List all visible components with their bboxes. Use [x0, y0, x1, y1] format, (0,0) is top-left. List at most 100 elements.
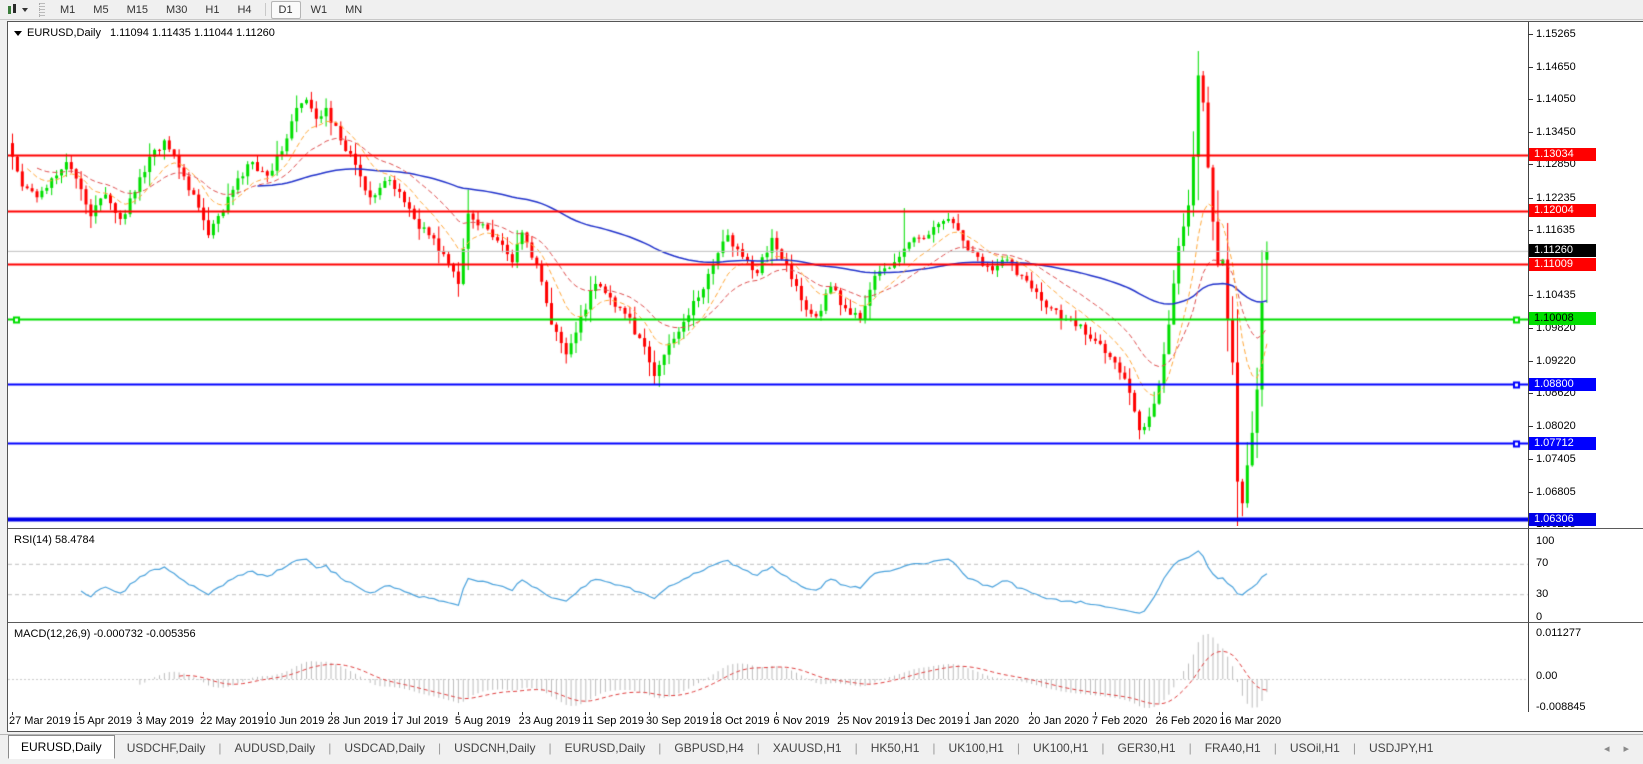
chart-tab-xauusd-h1[interactable]: XAUUSD,H1 [772, 741, 842, 755]
chart-title: EURUSD,Daily 1.11094 1.11435 1.11044 1.1… [14, 27, 275, 39]
date-tick [1094, 712, 1096, 715]
date-tick-label: 30 Sep 2019 [646, 715, 709, 727]
level-price-label: 1.06306 [1529, 512, 1596, 526]
chart-tab-bar: EURUSD,Daily USDCHF,Daily | AUDUSD,Daily | US… [0, 734, 1643, 761]
tab-separator: | [328, 741, 332, 755]
date-tick-label: 18 Oct 2019 [709, 715, 770, 727]
price-chart-canvas[interactable] [8, 24, 1528, 526]
date-tick [585, 712, 587, 715]
tab-scroll-arrows: ◂ ▸ [1604, 742, 1629, 755]
chart-tab-eurusd-daily[interactable]: EURUSD,Daily [8, 735, 115, 759]
price-tick-label: 1.14050 [1536, 93, 1576, 106]
current-price-label: 1.11260 [1529, 244, 1596, 258]
level-price-label: 1.11009 [1529, 257, 1596, 271]
chart-tab-audusd-daily[interactable]: AUDUSD,Daily [234, 741, 316, 755]
timeframe-button-mn[interactable]: MN [345, 3, 363, 16]
timeframe-button-w1[interactable]: W1 [310, 3, 328, 16]
tab-separator: | [1352, 741, 1356, 755]
macd-canvas[interactable] [8, 624, 1528, 711]
date-tick [840, 712, 842, 715]
toolbar-separator [264, 3, 266, 16]
price-tick-label: 1.13450 [1536, 125, 1576, 138]
date-tick-label: 22 May 2019 [200, 715, 264, 727]
level-price-label: 1.12004 [1529, 204, 1596, 218]
date-tick [903, 712, 905, 715]
chart-tab-ger30-h1[interactable]: GER30,H1 [1117, 741, 1176, 755]
date-tick [266, 712, 268, 715]
tab-separator: | [658, 741, 662, 755]
price-tick-label: 1.14650 [1536, 60, 1576, 73]
chart-tab-usoil-h1[interactable]: USOil,H1 [1289, 741, 1340, 755]
date-tick-label: 17 Jul 2019 [391, 715, 449, 727]
rsi-canvas[interactable] [8, 531, 1528, 620]
rsi-indicator-label: RSI(14) 58.4784 [14, 534, 95, 546]
price-tick [1528, 425, 1533, 427]
price-tick-label: 1.08020 [1536, 419, 1576, 432]
timeframe-button-h1[interactable]: H1 [205, 3, 220, 16]
chart-tab-usdcnh-daily[interactable]: USDCNH,Daily [454, 741, 536, 755]
rsi-axis-label: 30 [1536, 587, 1549, 600]
chart-tab-hk50-h1[interactable]: HK50,H1 [870, 741, 920, 755]
date-axis: 27 Mar 2019 15 Apr 2019 3 May 2019 22 May 2… [8, 712, 1643, 731]
date-tick-label: 13 Dec 2019 [900, 715, 964, 727]
level-price-label: 1.07712 [1529, 436, 1596, 450]
macd-axis-label: 0.011277 [1536, 627, 1582, 639]
timeframe-button-m15[interactable]: M15 [126, 3, 148, 16]
tab-separator: | [1101, 741, 1105, 755]
pane-splitter-macd[interactable] [8, 622, 1643, 623]
price-tick-label: 1.10435 [1536, 289, 1576, 302]
price-tick-label: 1.09820 [1536, 322, 1576, 335]
tab-separator: | [1273, 741, 1277, 755]
price-tick-label: 1.09220 [1536, 354, 1576, 367]
chart-tab-uk100-h1[interactable]: UK100,H1 [948, 741, 1004, 755]
timeframe-button-h4[interactable]: H4 [237, 3, 252, 16]
timeframe-button-m5[interactable]: M5 [93, 3, 109, 16]
chart-tab-gbpusd-h4[interactable]: GBPUSD,H4 [674, 741, 744, 755]
date-tick [521, 712, 523, 715]
date-tick-label: 7 Feb 2020 [1091, 715, 1148, 727]
date-tick [457, 712, 459, 715]
chart-tab-usdchf-daily[interactable]: USDCHF,Daily [126, 741, 206, 755]
tab-scroll-left-icon[interactable]: ◂ [1603, 742, 1610, 755]
collapse-triangle-icon[interactable] [14, 30, 22, 36]
tab-separator: | [756, 741, 760, 755]
level-price-label: 1.10008 [1529, 312, 1596, 326]
chart-type-dropdown-button[interactable] [4, 3, 31, 17]
price-tick [1528, 66, 1533, 68]
date-tick [203, 712, 205, 715]
chart-tab-usdcad-daily[interactable]: USDCAD,Daily [344, 741, 425, 755]
tab-separator: | [1016, 741, 1021, 755]
price-tick [1528, 131, 1533, 133]
tab-scroll-right-icon[interactable]: ▸ [1623, 742, 1629, 755]
date-tick [967, 712, 969, 715]
chart-tab-fra40-h1[interactable]: FRA40,H1 [1204, 741, 1261, 755]
tab-separator: | [218, 741, 222, 755]
price-tick [1528, 33, 1533, 35]
chart-tab-eurusd-daily[interactable]: EURUSD,Daily [564, 741, 646, 755]
tab-separator: | [932, 741, 936, 755]
chart-tab-uk100-h1[interactable]: UK100,H1 [1033, 741, 1089, 755]
timeframe-button-m30[interactable]: M30 [165, 3, 188, 16]
date-tick-label: 1 Jan 2020 [964, 715, 1019, 727]
price-tick-label: 1.06805 [1536, 485, 1576, 498]
rsi-axis-label: 70 [1536, 557, 1549, 570]
date-tick [776, 712, 778, 715]
timeframe-button-d1[interactable]: D1 [270, 0, 301, 19]
candlestick-chart-icon [7, 3, 18, 16]
date-tick-label: 5 Aug 2019 [454, 715, 511, 727]
price-tick [1528, 164, 1533, 166]
chart-symbol-period: EURUSD,Daily [27, 27, 101, 39]
timeframe-buttons: M1 M5 M15 M30 H1 H4 D1 W1 MN [51, 0, 371, 19]
tab-separator: | [548, 741, 552, 755]
price-tick-label: 1.15265 [1536, 27, 1576, 40]
chart-ohlc-values: 1.11094 1.11435 1.11044 1.11260 [109, 27, 275, 39]
date-tick [394, 712, 396, 715]
price-tick [1528, 230, 1533, 232]
timeframe-button-m1[interactable]: M1 [60, 3, 76, 16]
pane-splitter-rsi[interactable] [8, 528, 1643, 529]
date-tick-label: 11 Sep 2019 [582, 715, 644, 727]
chart-tab-usdjpy-h1[interactable]: USDJPY,H1 [1368, 741, 1434, 755]
level-price-label: 1.08800 [1529, 377, 1596, 391]
rsi-axis-label: 0 [1536, 610, 1543, 623]
date-tick-label: 3 May 2019 [136, 715, 194, 727]
